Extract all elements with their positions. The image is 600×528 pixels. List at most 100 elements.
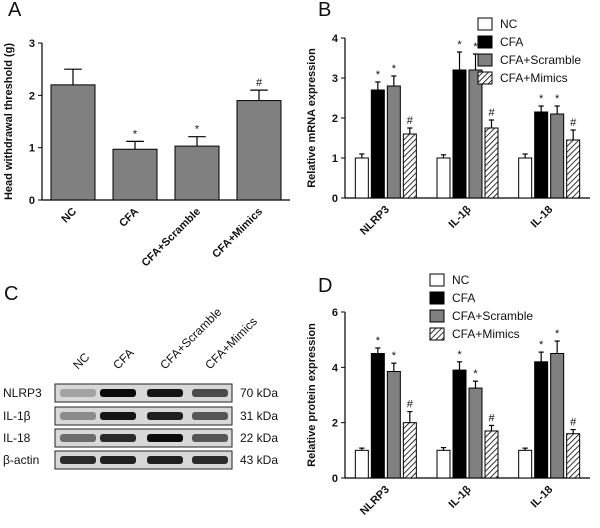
- legend-label: CFA+Scramble: [452, 309, 533, 323]
- size-label: 43 kDa: [240, 453, 278, 467]
- bar: [566, 139, 581, 199]
- legend-swatch: [477, 35, 493, 49]
- protein-label: β-actin: [3, 453, 39, 467]
- bar: [386, 85, 401, 199]
- significance-marker: *: [539, 93, 544, 105]
- bar: [236, 100, 282, 201]
- lane-label: CFA: [110, 346, 136, 372]
- bar: [402, 133, 417, 199]
- bar: [112, 148, 158, 201]
- blot-strip: [54, 383, 233, 403]
- blot-band: [60, 389, 96, 397]
- size-label: 31 kDa: [240, 409, 278, 423]
- x-tick-label: CFA+Mimics: [210, 206, 265, 261]
- bar: [566, 433, 581, 479]
- legend-label: CFA+Mimics: [452, 327, 520, 341]
- bar: [468, 69, 483, 199]
- legend-swatch: [429, 309, 445, 323]
- y-tick-label: 0: [332, 193, 338, 205]
- protein-label: IL-1β: [3, 409, 31, 423]
- x-tick-label: IL-18: [529, 484, 556, 511]
- significance-marker: *: [555, 328, 560, 340]
- blot-band: [100, 389, 136, 397]
- blot-band: [192, 434, 228, 442]
- x-tick-label: IL-1β: [447, 483, 474, 510]
- size-label: 70 kDa: [240, 386, 278, 400]
- significance-marker: #: [570, 117, 577, 129]
- x-tick-label: CFA: [117, 206, 141, 230]
- y-axis-title: Relative mRNA expression: [306, 48, 318, 188]
- panel-label: C: [4, 283, 18, 305]
- significance-marker: #: [256, 77, 263, 89]
- bar: [550, 113, 565, 199]
- legend-label: NC: [500, 17, 518, 31]
- x-tick-label: IL-18: [529, 204, 556, 231]
- significance-marker: #: [570, 417, 577, 429]
- x-tick-label: NLRP3: [358, 204, 392, 238]
- panel-label: B: [318, 0, 331, 21]
- blot-band: [60, 412, 96, 420]
- bar: [370, 89, 385, 199]
- blot-band: [147, 434, 183, 442]
- significance-marker: *: [473, 41, 478, 53]
- legend-swatch: [477, 53, 493, 67]
- blot-band: [100, 412, 136, 420]
- blot-strip: [54, 428, 233, 448]
- significance-marker: *: [133, 128, 138, 140]
- significance-marker: #: [407, 399, 414, 411]
- bar: [436, 449, 451, 479]
- bar: [468, 387, 483, 479]
- panel-label: D: [318, 275, 332, 297]
- significance-marker: #: [407, 115, 414, 127]
- y-tick-label: 3: [29, 38, 35, 50]
- y-tick-label: 6: [332, 307, 338, 319]
- blot-strip: [54, 450, 233, 470]
- bar: [436, 157, 451, 199]
- lane-label: NC: [70, 350, 92, 372]
- legend-label: NC: [452, 273, 470, 287]
- blot-band: [100, 434, 136, 442]
- blot-band: [147, 412, 183, 420]
- legend-swatch: [477, 17, 493, 31]
- significance-marker: *: [473, 368, 478, 380]
- bar: [386, 370, 401, 479]
- y-tick-label: 3: [332, 73, 338, 85]
- blot-band: [192, 412, 228, 420]
- significance-marker: *: [376, 335, 381, 347]
- y-tick-label: 2: [29, 90, 35, 102]
- y-axis-title: Head withdrawal threshold (g): [3, 43, 15, 200]
- size-label: 22 kDa: [240, 431, 278, 445]
- blot-band: [147, 389, 183, 397]
- legend-swatch: [429, 327, 445, 341]
- blot-strip: [54, 406, 233, 426]
- bar: [370, 353, 385, 479]
- x-tick-label: NLRP3: [358, 484, 392, 518]
- significance-marker: *: [555, 93, 560, 105]
- bar: [534, 111, 549, 199]
- x-tick-label: CFA+Scramble: [140, 206, 204, 270]
- legend-swatch: [429, 273, 445, 287]
- bar: [550, 353, 565, 479]
- blot-band: [60, 434, 96, 442]
- protein-label: NLRP3: [3, 386, 42, 400]
- significance-marker: *: [392, 63, 397, 75]
- x-tick-label: IL-1β: [447, 203, 474, 230]
- legend-label: CFA: [500, 35, 523, 49]
- panel-label: A: [8, 0, 22, 21]
- significance-marker: *: [376, 69, 381, 81]
- bar: [534, 361, 549, 479]
- bar: [174, 145, 220, 201]
- significance-marker: *: [195, 124, 200, 136]
- bar: [518, 157, 533, 199]
- protein-label: IL-18: [3, 431, 31, 445]
- significance-marker: #: [488, 107, 495, 119]
- significance-marker: *: [539, 339, 544, 351]
- y-tick-label: 0: [332, 473, 338, 485]
- y-tick-label: 0: [29, 195, 35, 207]
- y-tick-label: 1: [332, 153, 338, 165]
- blot-band: [192, 456, 228, 464]
- bar: [354, 157, 369, 199]
- bar: [50, 84, 96, 201]
- bar: [402, 422, 417, 479]
